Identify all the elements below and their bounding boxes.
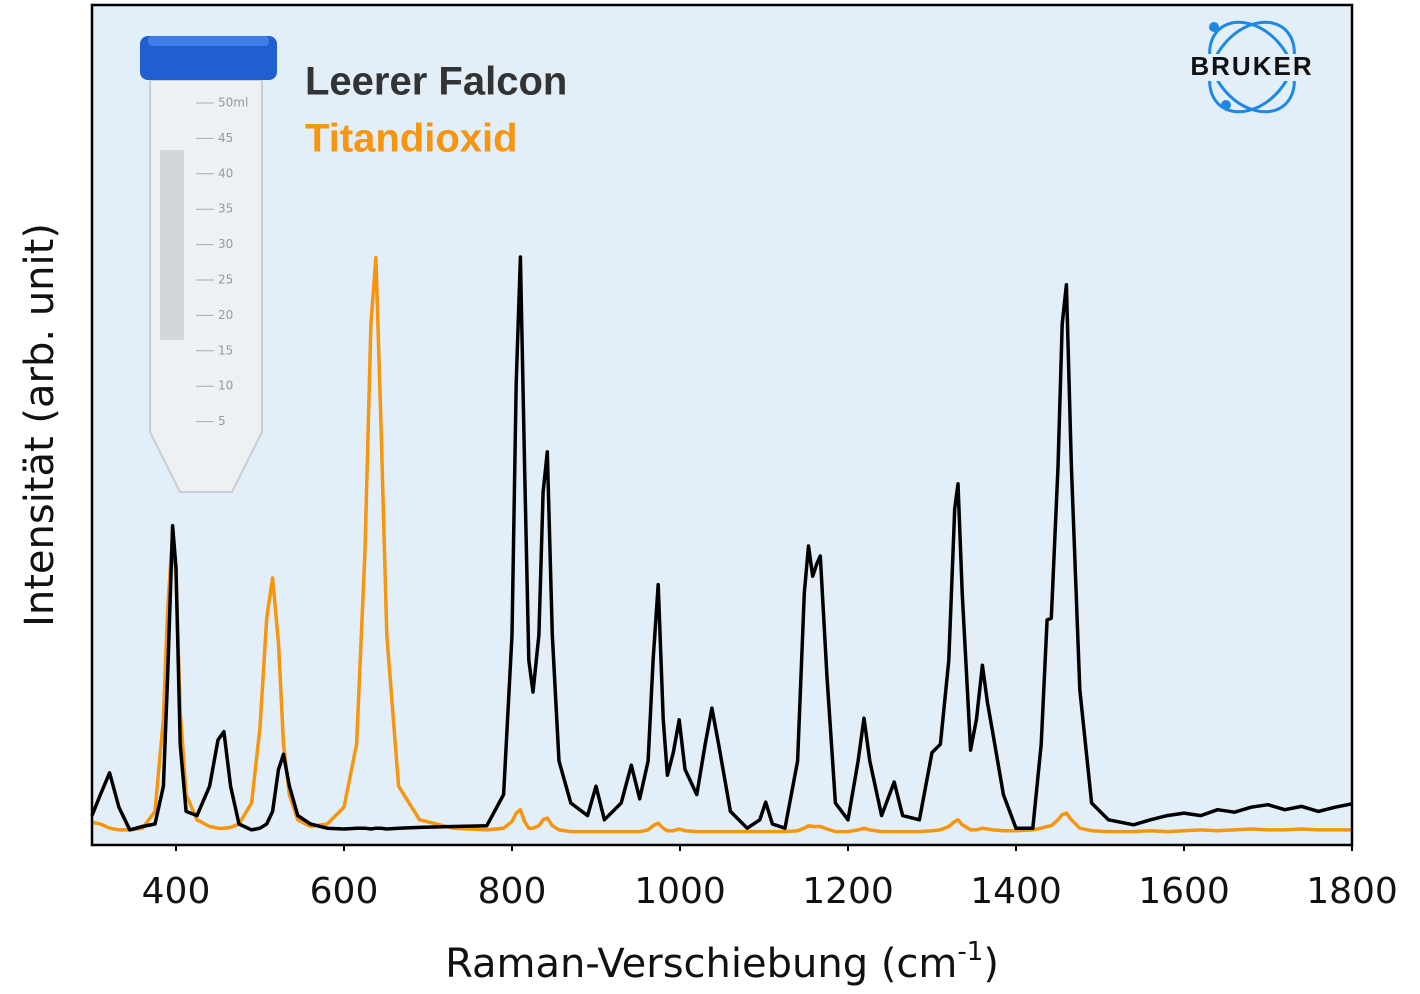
- logo-dot: [1221, 100, 1231, 110]
- x-tick-label: 400: [142, 871, 211, 912]
- tube-graduation: 5: [218, 414, 226, 428]
- tube-image: 50ml 45 40 35 30 25 20 15 10 5: [140, 36, 277, 492]
- tube-graduation: 25: [218, 273, 233, 287]
- chart: 50ml 45 40 35 30 25 20 15 10 5 BRUKER Intensität …: [0, 0, 1420, 994]
- tube-graduation: 20: [218, 308, 233, 322]
- tube-graduation: 40: [218, 166, 233, 180]
- tube-graduation: 35: [218, 202, 233, 216]
- x-axis-label-sup: -1: [957, 937, 983, 967]
- body: 50ml 45 40 35 30 25 20 15 10 5 BRUKER Intensität …: [0, 0, 1420, 994]
- tube-graduation: 45: [218, 131, 233, 145]
- x-tick-label: 1600: [1138, 871, 1230, 912]
- x-tick-label: 800: [478, 871, 547, 912]
- x-axis-label-text: Raman-Verschiebung (cm: [445, 941, 957, 987]
- x-tick-label: 1200: [802, 871, 894, 912]
- logo-dot: [1209, 22, 1219, 32]
- x-tick-label: 1400: [970, 871, 1062, 912]
- legend-entry: Titandioxid: [305, 117, 518, 161]
- tube-graduation: 10: [218, 379, 233, 393]
- x-tick-label: 1800: [1306, 871, 1398, 912]
- y-axis-label: Intensität (arb. unit): [17, 223, 63, 627]
- tube-label-area: [160, 150, 184, 340]
- tube-graduation: 50ml: [218, 96, 248, 110]
- tube-graduation: 30: [218, 237, 233, 251]
- x-tick-label: 1000: [634, 871, 726, 912]
- x-axis-label: Raman-Verschiebung (cm-1): [445, 937, 999, 988]
- x-tick-label: 600: [310, 871, 379, 912]
- logo-text: BRUKER: [1190, 51, 1313, 81]
- x-axis-label-suffix: ): [983, 941, 999, 987]
- tube-cap-top: [148, 36, 269, 46]
- tube-graduation: 15: [218, 343, 233, 357]
- page: Raman spectrum {"chart_data": {"type": "…: [0, 0, 1420, 994]
- legend-entry: Leerer Falcon: [305, 60, 567, 104]
